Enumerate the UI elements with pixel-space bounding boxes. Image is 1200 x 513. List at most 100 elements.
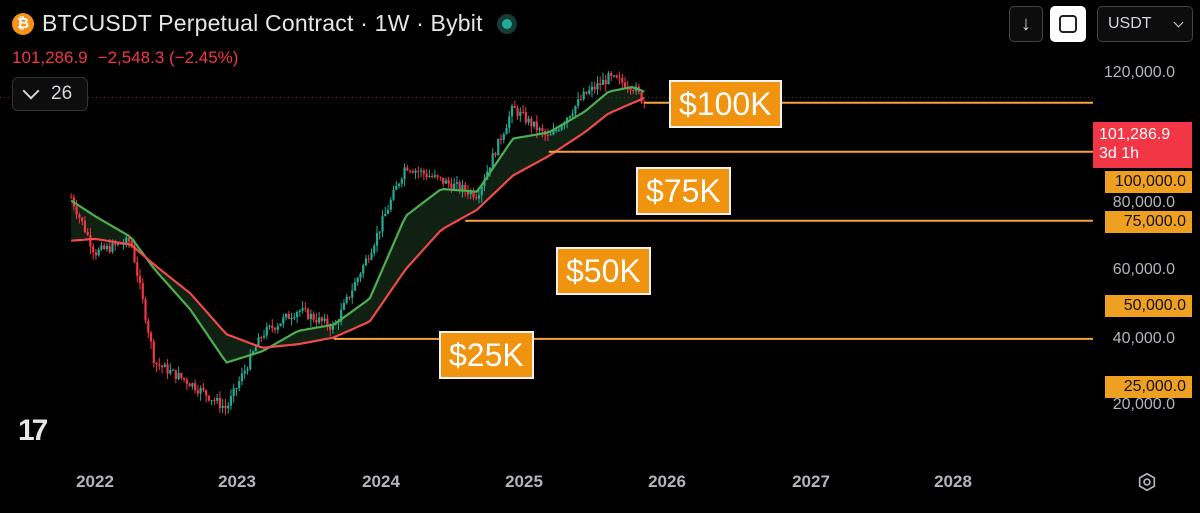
candle-body (378, 231, 381, 233)
candle-body (340, 309, 343, 322)
candle-body (342, 302, 346, 310)
sync-button[interactable] (1050, 6, 1086, 42)
candle-body (480, 186, 483, 196)
candle-body (571, 113, 574, 117)
candle-body (367, 258, 370, 260)
candle-body (502, 134, 505, 140)
candle-body (348, 296, 351, 298)
tag-75k: $75K (636, 167, 731, 215)
candle-body (499, 138, 503, 140)
candle-body (329, 326, 332, 330)
candle-body (375, 232, 379, 246)
currency-select[interactable]: USDT (1097, 6, 1193, 42)
candle-body (488, 167, 492, 172)
candle-body (307, 308, 310, 320)
candle-body (249, 354, 252, 370)
ema-cloud (71, 87, 645, 363)
candle-body (640, 91, 643, 103)
candle-body (130, 241, 133, 246)
candle-body (532, 121, 536, 127)
x-tick-label: 2027 (792, 472, 830, 491)
candle-body (260, 337, 263, 339)
candle-body (541, 128, 544, 132)
candle-body (417, 170, 420, 172)
candle-body (83, 221, 86, 232)
symbol-title: BTCUSDT Perpetual Contract · 1W · Bybit (42, 10, 483, 36)
candle-body (141, 282, 144, 300)
level-label-25k: 25,000.0 (1105, 376, 1192, 398)
candle-body (273, 328, 277, 330)
candle-body (593, 86, 596, 90)
candle-body (406, 167, 409, 171)
level-label-100k: 100,000.0 (1105, 171, 1192, 193)
candle-body (397, 183, 401, 186)
candle-body (395, 185, 398, 190)
x-tick-label: 2026 (648, 472, 686, 491)
download-button[interactable]: ↓ (1009, 6, 1043, 42)
candle-body (400, 179, 403, 184)
candle-body (227, 405, 230, 409)
candle-body (530, 118, 533, 127)
candle-body (70, 197, 73, 199)
chevron-down-icon (22, 82, 40, 100)
candle-body (516, 108, 519, 116)
candle-body (538, 128, 541, 131)
tag-25k: $25K (439, 331, 534, 379)
candle-body (464, 184, 467, 191)
candle-body (384, 213, 387, 217)
candle-body (257, 337, 260, 348)
candle-body (155, 363, 158, 365)
candle-body (147, 320, 150, 333)
candle-body (284, 313, 288, 318)
candle-body (287, 313, 290, 319)
candle-body (271, 325, 274, 329)
price-summary: 101,286.9 −2,548.3 (−2.45%) (12, 48, 238, 68)
candle-body (450, 183, 453, 190)
candle-body (254, 347, 257, 352)
market-status-icon[interactable] (496, 13, 517, 34)
candle-body (510, 105, 514, 117)
candle-body (353, 282, 357, 291)
candle-body (279, 323, 282, 327)
candle-body (469, 191, 472, 195)
candle-body (125, 237, 128, 245)
bitcoin-icon: ₿ (12, 12, 34, 35)
tradingview-logo[interactable]: 17 (18, 414, 48, 447)
level-label-75k: 75,000.0 (1105, 211, 1192, 233)
symbol-header[interactable]: ₿ BTCUSDT Perpetual Contract · 1W · Bybi… (12, 10, 517, 37)
candle-body (392, 189, 395, 200)
candle-body (521, 111, 525, 113)
candle-body (122, 244, 125, 246)
candle-body (138, 275, 142, 283)
candle-body (251, 351, 255, 355)
candle-body (549, 134, 552, 136)
candle-body (475, 197, 478, 199)
candle-body (629, 87, 632, 91)
indicators-toggle-button[interactable]: 26 (12, 77, 88, 111)
candle-body (411, 171, 414, 173)
settings-icon[interactable] (1136, 471, 1158, 493)
candle-body (232, 388, 235, 397)
candle-body (373, 245, 376, 254)
candle-body (235, 388, 238, 390)
y-tick-label: 20,000.0 (1112, 396, 1175, 413)
candle-body (442, 177, 445, 184)
candle-body (185, 379, 188, 384)
candle-body (103, 245, 106, 249)
candle-body (386, 209, 390, 214)
candle-body (579, 99, 583, 101)
candle-body (453, 183, 456, 190)
candle-body (89, 234, 92, 247)
candle-body (590, 86, 594, 91)
candle-body (100, 245, 103, 250)
candle-body (582, 91, 585, 100)
candle-body (218, 397, 222, 408)
candle-body (447, 180, 450, 184)
y-tick-label: 80,000.0 (1112, 194, 1175, 211)
candle-body (524, 112, 527, 123)
candle-body (163, 364, 166, 368)
candle-body (290, 318, 293, 320)
candle-body (149, 332, 153, 342)
candle-body (265, 326, 268, 336)
